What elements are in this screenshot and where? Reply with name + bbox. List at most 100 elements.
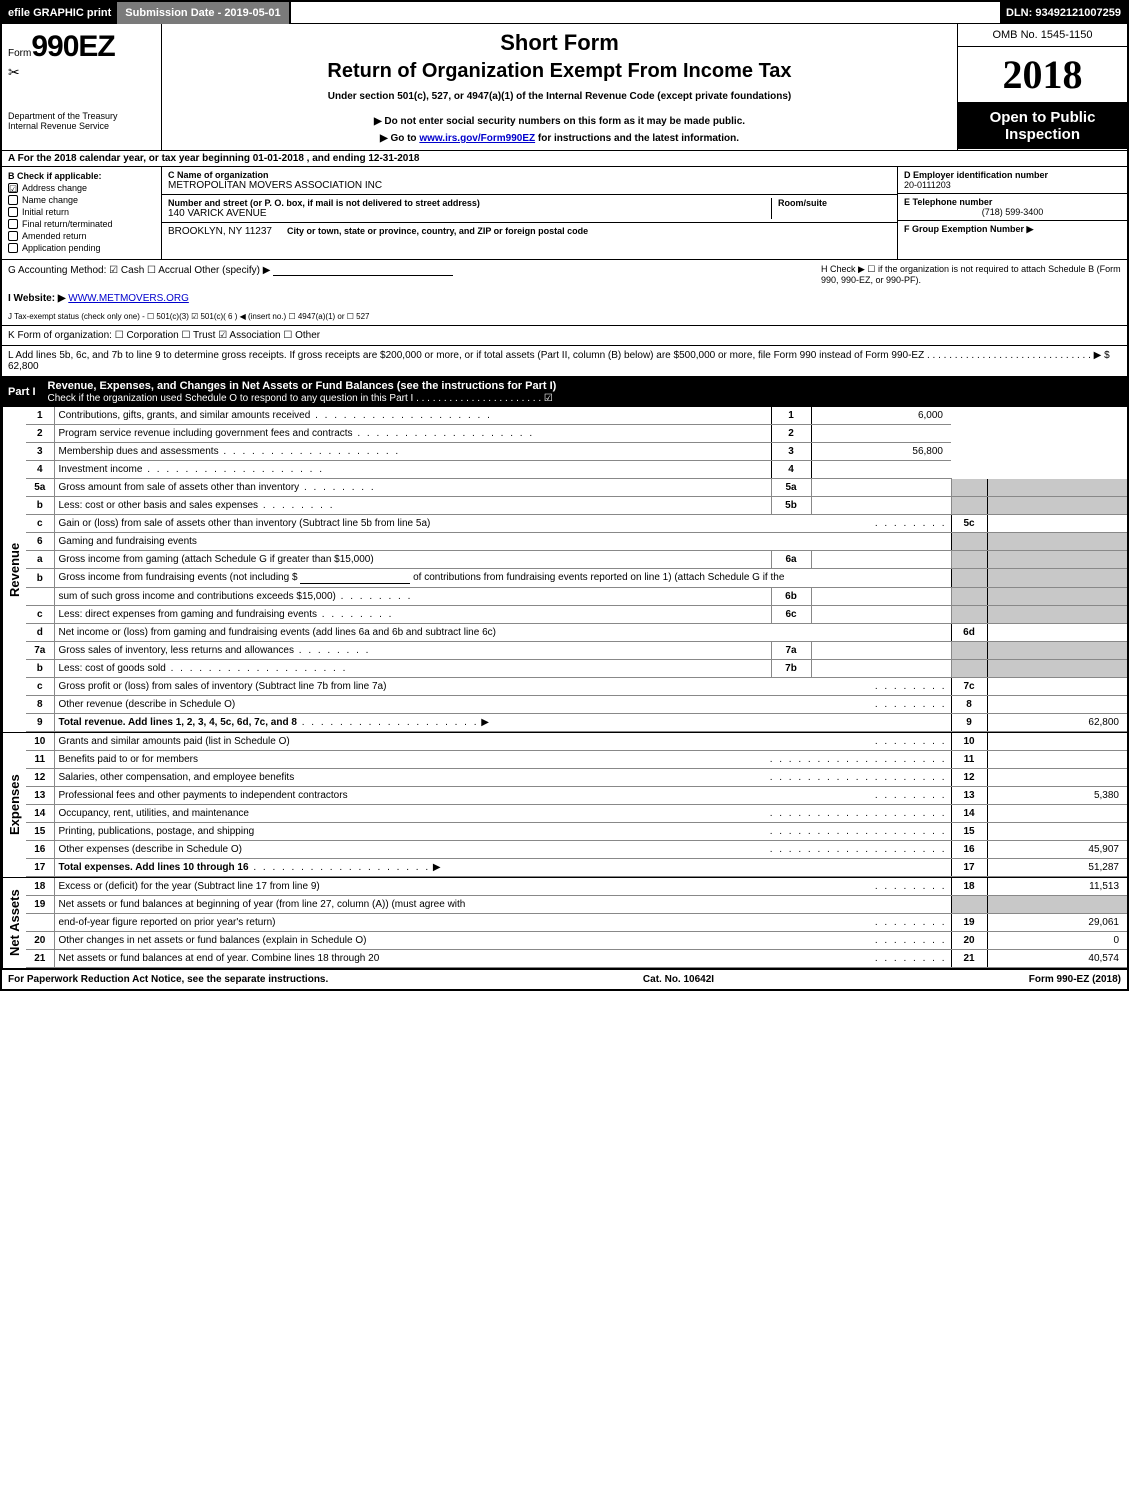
net-assets-side-label: Net Assets [2,878,26,968]
ln-ref: 12 [951,769,987,787]
ln-num: 21 [26,950,54,968]
checkbox-icon [8,243,18,253]
ln-ref: 2 [771,425,811,443]
ln-shade [951,569,987,588]
checkbox-icon [8,207,18,217]
ln-shade [951,606,987,624]
expenses-table: 10Grants and similar amounts paid (list … [26,733,1127,877]
ln-num: 18 [26,878,54,896]
header-right: OMB No. 1545-1150 2018 Open to Public In… [957,24,1127,150]
ln-shade [987,551,1127,569]
ln-num: 7a [26,642,54,660]
top-spacer [291,2,1000,24]
check-initial-return[interactable]: Initial return [8,207,155,217]
line-4: 4Investment income4 [26,461,1127,479]
ln-ref: 13 [951,787,987,805]
ln-shade [987,660,1127,678]
ln-mid: 5b [771,497,811,515]
irs-link[interactable]: www.irs.gov/Form990EZ [419,133,535,144]
check-application-pending[interactable]: Application pending [8,243,155,253]
ln-ref: 14 [951,805,987,823]
ln-num: 6 [26,533,54,551]
ln-num: 12 [26,769,54,787]
ln-desc: Other expenses (describe in Schedule O) [59,844,242,855]
part-i-sub: Check if the organization used Schedule … [48,393,553,404]
ln-midv [811,588,951,606]
ln-ref: 18 [951,878,987,896]
fundraising-amount-input[interactable] [300,572,410,584]
line-7a: 7a Gross sales of inventory, less returns… [26,642,1127,660]
net-assets-section: Net Assets 18Excess or (deficit) for the… [2,877,1127,968]
check-amended-return[interactable]: Amended return [8,231,155,241]
line-6b-1: bGross income from fundraising events (n… [26,569,1127,588]
ln-num: 15 [26,823,54,841]
ln-desc: Less: cost of goods sold [59,663,166,674]
ln-num: 2 [26,425,54,443]
ln-num: 5a [26,479,54,497]
title-section: Under section 501(c), 527, or 4947(a)(1)… [172,91,947,102]
c-city: BROOKLYN, NY 11237 [168,226,272,237]
ln-ref: 3 [771,443,811,461]
ln-desc: Other changes in net assets or fund bala… [59,935,367,946]
ln-ref: 17 [951,859,987,877]
ln-val: 45,907 [987,841,1127,859]
ln-num [26,914,54,932]
line-3: 3Membership dues and assessments356,800 [26,443,1127,461]
opt-application-pending: Application pending [22,243,101,253]
line-5c: cGain or (loss) from sale of assets othe… [26,515,1127,533]
ln-desc: Gross sales of inventory, less returns a… [59,645,294,656]
line-a-pre: A For the 2018 calendar year, or tax yea… [8,153,253,164]
ln-desc: Membership dues and assessments [59,446,219,457]
ln-desc: Gross income from gaming (attach Schedul… [59,554,374,565]
c-street: 140 VARICK AVENUE [168,208,771,219]
ln-val: 56,800 [811,443,951,461]
check-final-return[interactable]: Final return/terminated [8,219,155,229]
line-5b: bLess: cost or other basis and sales exp… [26,497,1127,515]
part-i-label: Part I [8,386,36,398]
part-i-title: Revenue, Expenses, and Changes in Net As… [48,380,557,392]
line-11: 11Benefits paid to or for members11 [26,751,1127,769]
line-1: 1Contributions, gifts, grants, and simil… [26,407,1127,425]
line-18: 18Excess or (deficit) for the year (Subt… [26,878,1127,896]
open-to-public: Open to Public Inspection [958,103,1127,149]
omb-number: OMB No. 1545-1150 [958,24,1127,47]
ln-midv [811,660,951,678]
ln-mid: 5a [771,479,811,497]
checkbox-icon: ☑ [8,183,18,193]
i-label: I Website: ▶ [8,293,66,304]
ln-desc: Grants and similar amounts paid (list in… [59,736,290,747]
ln-val: 5,380 [987,787,1127,805]
line-a-mid: , and ending [307,153,369,164]
ln-ref: 9 [951,714,987,732]
form-prefix: Form [8,48,31,59]
ln-val: 40,574 [987,950,1127,968]
ln-val [987,733,1127,751]
check-name-change[interactable]: Name change [8,195,155,205]
d-ein-label: D Employer identification number [904,170,1121,180]
opt-initial-return: Initial return [22,207,69,217]
g-other-input[interactable] [273,264,453,276]
ln-val [987,823,1127,841]
ln-desc: Total expenses. Add lines 10 through 16 [59,862,249,873]
check-address-change[interactable]: ☑Address change [8,183,155,193]
ln-desc: Benefits paid to or for members [59,754,199,765]
i-website-link[interactable]: WWW.METMOVERS.ORG [68,293,189,304]
line-5a: 5aGross amount from sale of assets other… [26,479,1127,497]
c-city-label: City or town, state or province, country… [287,226,588,236]
line-8: 8Other revenue (describe in Schedule O)8 [26,696,1127,714]
line-6a: aGross income from gaming (attach Schedu… [26,551,1127,569]
ln-shade [951,533,987,551]
ln-num: 17 [26,859,54,877]
ln-num: d [26,624,54,642]
ln-desc: Professional fees and other payments to … [59,790,348,801]
title-ssn-warning: ▶ Do not enter social security numbers o… [172,116,947,127]
title-return: Return of Organization Exempt From Incom… [172,60,947,83]
line-6: 6Gaming and fundraising events [26,533,1127,551]
ln-shade [951,642,987,660]
footer-left: For Paperwork Reduction Act Notice, see … [8,974,328,985]
checkbox-icon [8,195,18,205]
header-left: Form990EZ ✂ Department of the Treasury I… [2,24,162,150]
ln-mid: 6b [771,588,811,606]
ln-ref: 11 [951,751,987,769]
ln-num: b [26,660,54,678]
